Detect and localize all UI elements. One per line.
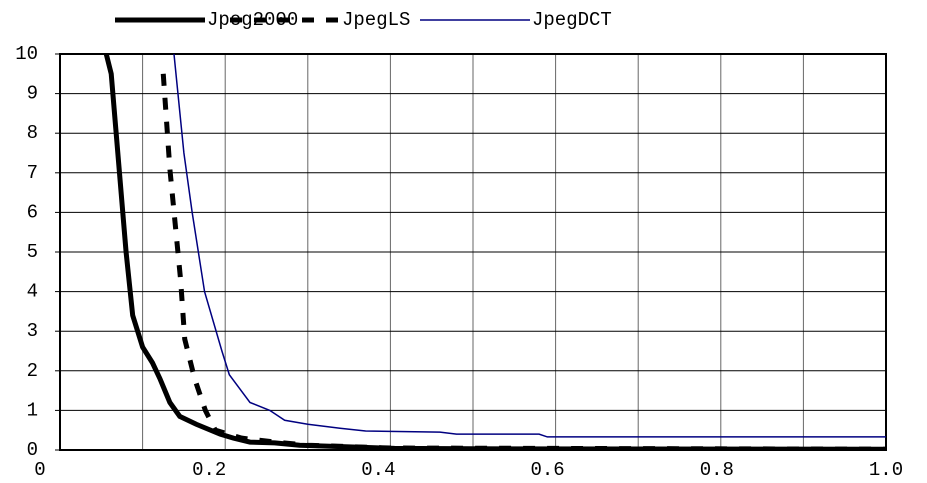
y-tick-label: 2 [27,360,38,382]
legend-label: JpegLS [342,9,410,31]
y-tick-label: 5 [27,241,38,263]
y-tick-label: 9 [27,83,38,105]
x-tick-label: 0.4 [361,459,395,481]
y-tick-label: 6 [27,201,38,223]
x-tick-label: 0 [34,459,45,481]
x-tick-label: 0.6 [530,459,564,481]
y-tick-label: 4 [27,281,38,303]
x-tick-label: 1.0 [869,459,903,481]
y-tick-label: 1 [27,399,38,421]
series-line [173,54,886,438]
y-tick-label: 10 [15,43,38,65]
y-tick-label: 8 [27,122,38,144]
y-tick-label: 0 [27,439,38,461]
legend-label: JpegDCT [532,9,612,31]
x-tick-label: 0.8 [700,459,734,481]
legend-label: Jpeg2000 [207,9,298,31]
y-tick-label: 7 [27,162,38,184]
y-tick-label: 3 [27,320,38,342]
x-tick-label: 0.2 [192,459,226,481]
